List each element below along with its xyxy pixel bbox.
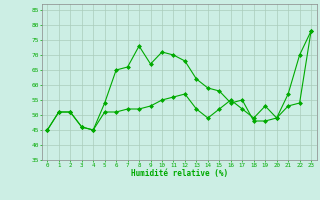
X-axis label: Humidité relative (%): Humidité relative (%) <box>131 169 228 178</box>
